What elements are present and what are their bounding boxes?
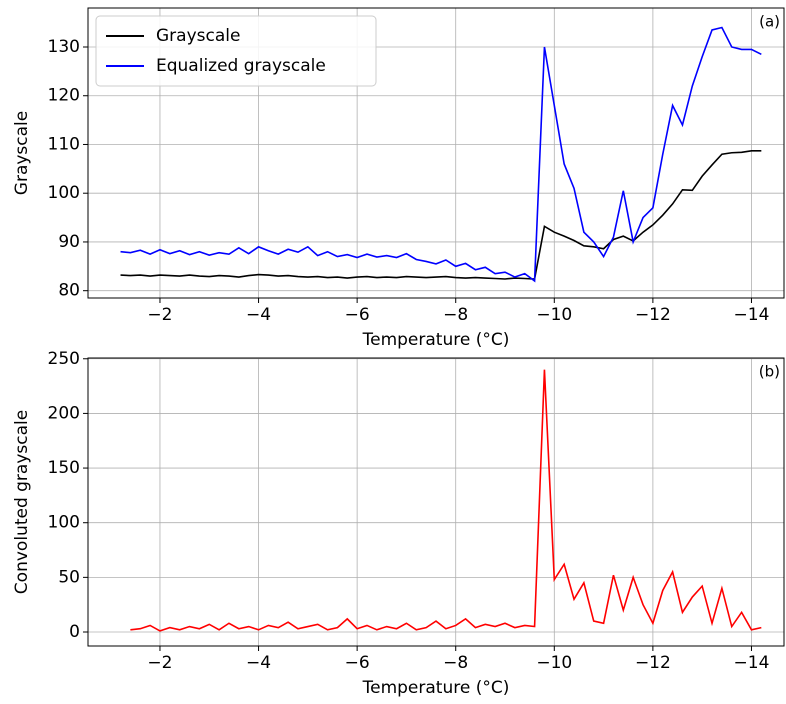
x-tick-label: −2 [147, 305, 172, 325]
x-tick-label: −8 [443, 305, 468, 325]
y-tick-label: 50 [58, 567, 80, 587]
y-tick-label: 130 [48, 37, 80, 57]
y-tick-label: 0 [69, 622, 80, 642]
x-tick-label: −4 [246, 653, 271, 673]
y-tick-label: 120 [48, 86, 80, 106]
x-tick-label: −6 [345, 305, 370, 325]
data-line [120, 26, 762, 283]
x-tick-label: −10 [536, 653, 572, 673]
x-axis-label: Temperature (°C) [362, 330, 510, 350]
y-tick-label: 90 [58, 232, 80, 252]
x-tick-label: −14 [734, 305, 770, 325]
legend-label: Equalized grayscale [156, 56, 326, 76]
x-tick-label: −12 [635, 305, 671, 325]
x-tick-label: −6 [345, 653, 370, 673]
y-tick-label: 100 [48, 183, 80, 203]
x-tick-label: −10 [536, 305, 572, 325]
panel-annotation: (a) [759, 13, 780, 31]
y-tick-label: 100 [48, 513, 80, 533]
axes-frame [87, 357, 785, 647]
y-tick-label: 150 [48, 458, 80, 478]
x-tick-label: −4 [246, 305, 271, 325]
x-tick-label: −14 [734, 653, 770, 673]
legend-box [95, 15, 377, 87]
legend-label: Grayscale [156, 26, 240, 46]
y-axis-label: Convoluted grayscale [12, 410, 32, 594]
panel-annotation: (b) [759, 363, 780, 381]
y-axis-label: Grayscale [12, 111, 32, 195]
y-tick-label: 110 [48, 134, 80, 154]
x-tick-label: −12 [635, 653, 671, 673]
x-tick-label: −8 [443, 653, 468, 673]
y-tick-label: 250 [48, 349, 80, 369]
data-line [130, 369, 762, 632]
x-axis-label: Temperature (°C) [362, 678, 510, 698]
y-tick-label: 200 [48, 403, 80, 423]
x-tick-label: −2 [147, 653, 172, 673]
data-line [120, 150, 762, 280]
y-tick-label: 80 [58, 281, 80, 301]
axes-frame [87, 7, 785, 299]
